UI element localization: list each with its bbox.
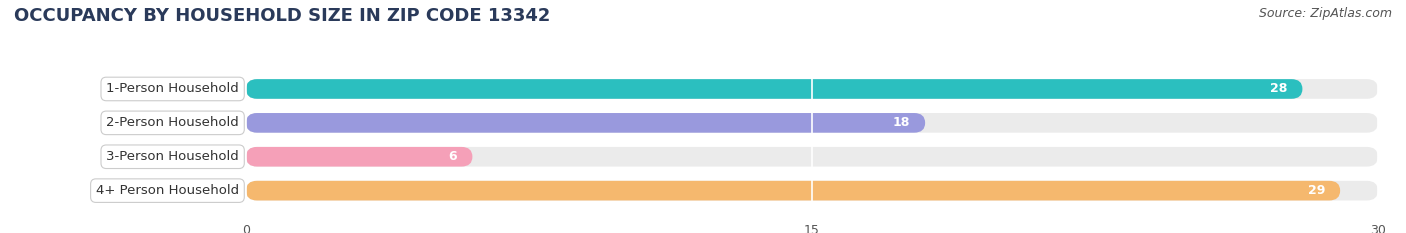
Text: 28: 28 [1270,82,1288,96]
FancyBboxPatch shape [246,79,1378,99]
Text: 3-Person Household: 3-Person Household [107,150,239,163]
Text: Source: ZipAtlas.com: Source: ZipAtlas.com [1258,7,1392,20]
Text: 18: 18 [893,116,910,129]
FancyBboxPatch shape [246,79,1302,99]
Text: 29: 29 [1308,184,1324,197]
FancyBboxPatch shape [246,113,1378,133]
Text: 4+ Person Household: 4+ Person Household [96,184,239,197]
Text: OCCUPANCY BY HOUSEHOLD SIZE IN ZIP CODE 13342: OCCUPANCY BY HOUSEHOLD SIZE IN ZIP CODE … [14,7,550,25]
Text: 1-Person Household: 1-Person Household [107,82,239,96]
FancyBboxPatch shape [246,181,1378,200]
FancyBboxPatch shape [246,147,472,167]
Text: 6: 6 [449,150,457,163]
FancyBboxPatch shape [246,147,1378,167]
FancyBboxPatch shape [246,113,925,133]
FancyBboxPatch shape [246,181,1340,200]
Text: 2-Person Household: 2-Person Household [107,116,239,129]
